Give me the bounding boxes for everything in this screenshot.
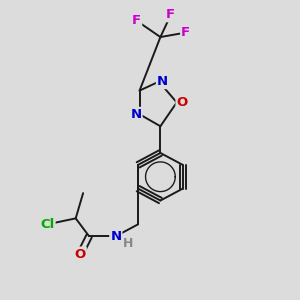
- Text: F: F: [166, 8, 176, 21]
- Text: O: O: [74, 248, 86, 260]
- Text: N: N: [157, 75, 168, 88]
- Text: F: F: [181, 26, 190, 39]
- Text: Cl: Cl: [40, 218, 55, 231]
- Text: N: N: [130, 108, 142, 121]
- Text: N: N: [110, 230, 122, 243]
- Text: F: F: [132, 14, 141, 27]
- Text: H: H: [122, 237, 133, 250]
- Text: O: O: [176, 96, 188, 109]
